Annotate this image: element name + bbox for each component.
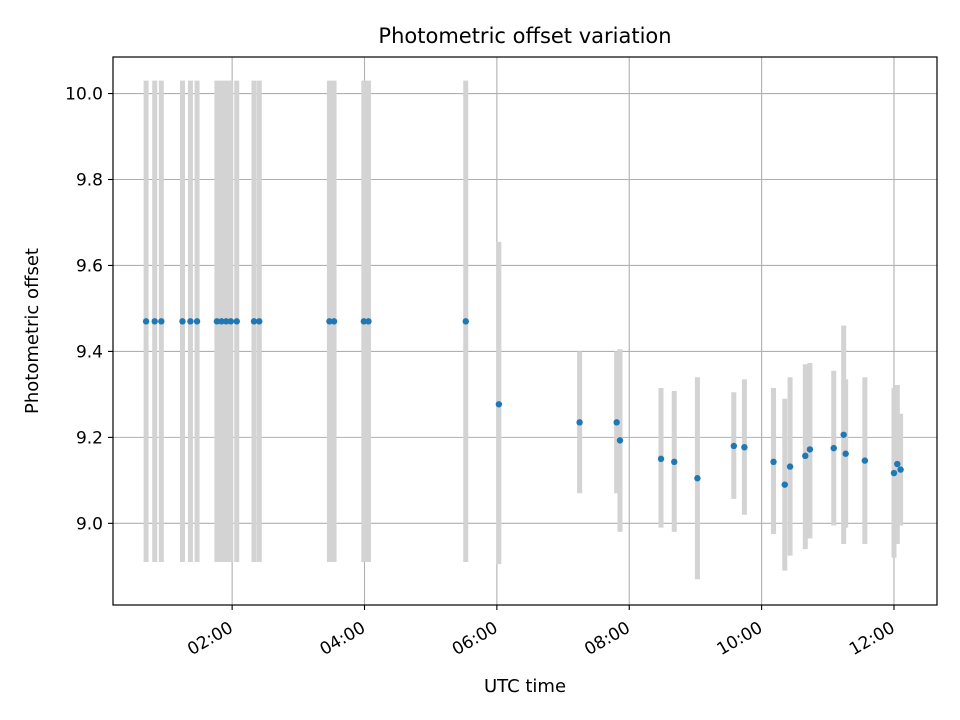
- data-point: [213, 318, 221, 325]
- data-point: [781, 481, 788, 488]
- data-point: [365, 318, 372, 325]
- y-tick-label: 9.6: [76, 256, 103, 276]
- data-point: [894, 460, 901, 468]
- data-point: [576, 419, 583, 426]
- data-point: [671, 458, 678, 466]
- data-point: [890, 469, 898, 477]
- data-point: [897, 466, 904, 473]
- data-point: [256, 318, 263, 325]
- data-points: [142, 318, 904, 488]
- y-tick-label: 9.2: [76, 428, 103, 448]
- data-point: [830, 444, 837, 452]
- data-point: [806, 446, 814, 453]
- y-tick-label: 9.8: [76, 170, 103, 190]
- data-point: [495, 401, 503, 408]
- y-axis-label: Photometric offset: [22, 248, 43, 414]
- data-point: [694, 475, 701, 482]
- data-point: [462, 318, 469, 325]
- y-tick-label: 10.0: [65, 85, 103, 105]
- data-point: [861, 457, 869, 464]
- data-point: [741, 444, 748, 451]
- data-point: [222, 318, 230, 325]
- plot-area-frame: [112, 56, 938, 606]
- y-tick-label: 9.0: [76, 514, 103, 534]
- data-point: [786, 463, 794, 470]
- data-point: [616, 437, 624, 444]
- data-point: [151, 318, 158, 325]
- y-tick-label: 9.4: [76, 342, 103, 362]
- data-point: [227, 318, 235, 325]
- data-point: [179, 318, 186, 325]
- data-point: [218, 318, 225, 325]
- data-point: [360, 318, 368, 325]
- data-point: [657, 455, 665, 463]
- data-point: [187, 318, 194, 325]
- data-point: [842, 450, 849, 457]
- data-point: [613, 419, 620, 426]
- y-axis-ticks: 9.0 9.2 9.4 9.6 9.8 10.0: [65, 85, 113, 534]
- data-point: [840, 431, 847, 438]
- data-point: [158, 318, 165, 325]
- x-axis-label: UTC time: [484, 676, 566, 697]
- data-point: [193, 318, 201, 325]
- data-point: [730, 442, 738, 450]
- data-point: [326, 318, 333, 325]
- data-point: [142, 318, 150, 325]
- data-point: [233, 318, 240, 325]
- data-point: [802, 452, 809, 460]
- chart-title: Photometric offset variation: [378, 24, 671, 48]
- data-point: [770, 458, 777, 466]
- data-point: [250, 318, 258, 325]
- data-point: [330, 318, 338, 325]
